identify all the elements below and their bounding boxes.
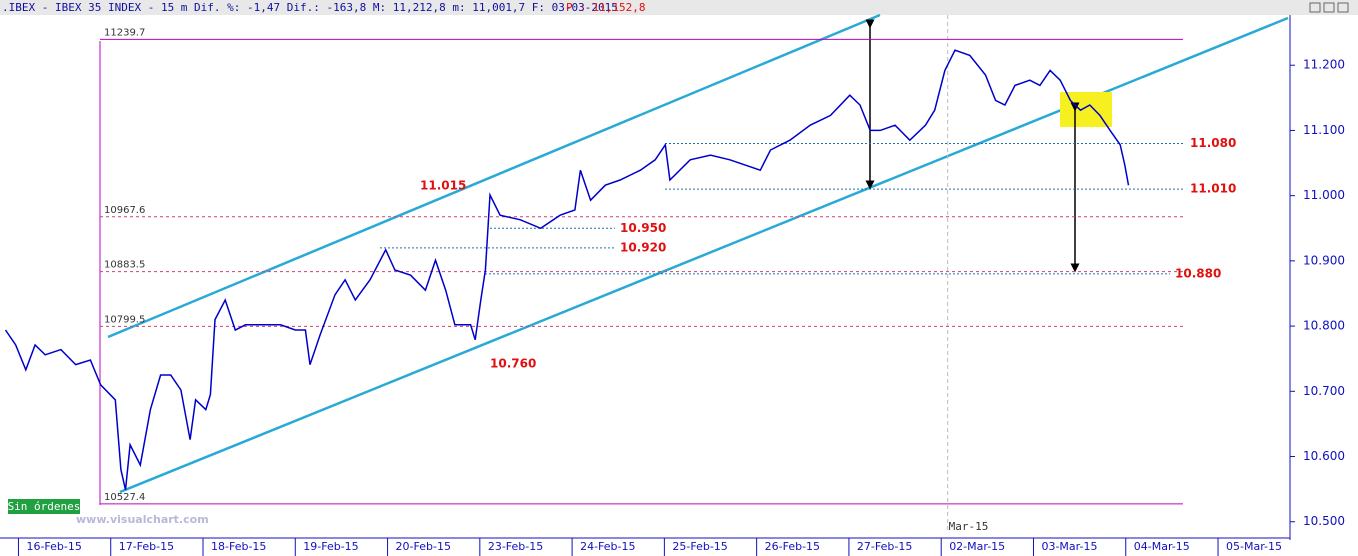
price-level-label: 10.880 — [1175, 266, 1221, 280]
x-tick-label: 04-Mar-15 — [1134, 540, 1190, 553]
y-tick-label: 10.500 — [1303, 514, 1345, 528]
y-tick-label: 10.900 — [1303, 253, 1345, 267]
price-level-label: 11.015 — [420, 178, 466, 192]
minimize-button[interactable] — [1309, 2, 1321, 13]
window-controls[interactable] — [1309, 2, 1349, 13]
x-tick-label: 27-Feb-15 — [857, 540, 912, 553]
x-tick-label: 20-Feb-15 — [396, 540, 451, 553]
y-tick-label: 11.100 — [1303, 123, 1345, 137]
fib-level-label: 10527.4 — [104, 492, 145, 503]
x-tick-label: 23-Feb-15 — [488, 540, 543, 553]
fib-level-label: 10967.6 — [104, 205, 145, 216]
x-tick-label: 02-Mar-15 — [949, 540, 1005, 553]
y-tick-label: 10.700 — [1303, 384, 1345, 398]
x-tick-label: 25-Feb-15 — [672, 540, 727, 553]
price-level-label: 10.760 — [490, 357, 536, 371]
x-tick-label: 16-Feb-15 — [26, 540, 81, 553]
month-label: Mar-15 — [949, 520, 989, 533]
x-tick-label: 26-Feb-15 — [765, 540, 820, 553]
price-level-label: 11.010 — [1190, 182, 1236, 196]
x-tick-label: 05-Mar-15 — [1226, 540, 1282, 553]
x-tick-label: 03-Mar-15 — [1041, 540, 1097, 553]
fib-level-label: 10799.5 — [104, 314, 145, 325]
price-level-label: 11.080 — [1190, 136, 1236, 150]
chart-title: .IBEX - IBEX 35 INDEX - 15 m Dif. %: -1,… — [2, 1, 618, 14]
orders-button[interactable] — [8, 499, 80, 514]
price-level-label: 10.920 — [620, 240, 666, 254]
fib-level-label: 11239.7 — [104, 27, 145, 38]
header-bar — [0, 0, 1358, 15]
y-tick-label: 11.200 — [1303, 58, 1345, 72]
x-tick-label: 19-Feb-15 — [303, 540, 358, 553]
watermark: www.visualchart.com — [76, 513, 209, 526]
last-price: P : 11,152,8 — [566, 1, 645, 14]
orders-button-label[interactable]: Sin órdenes — [8, 500, 81, 513]
y-tick-label: 10.800 — [1303, 319, 1345, 333]
x-tick-label: 18-Feb-15 — [211, 540, 266, 553]
price-level-label: 10.950 — [620, 221, 666, 235]
y-tick-label: 11.000 — [1303, 188, 1345, 202]
fib-level-label: 10883.5 — [104, 260, 145, 271]
maximize-button[interactable] — [1323, 2, 1335, 13]
x-tick-label: 24-Feb-15 — [580, 540, 635, 553]
y-tick-label: 10.600 — [1303, 449, 1345, 463]
channel-upper — [107, 13, 881, 339]
x-tick-label: 17-Feb-15 — [119, 540, 174, 553]
price-line — [4, 49, 1130, 490]
close-button[interactable] — [1337, 2, 1349, 13]
